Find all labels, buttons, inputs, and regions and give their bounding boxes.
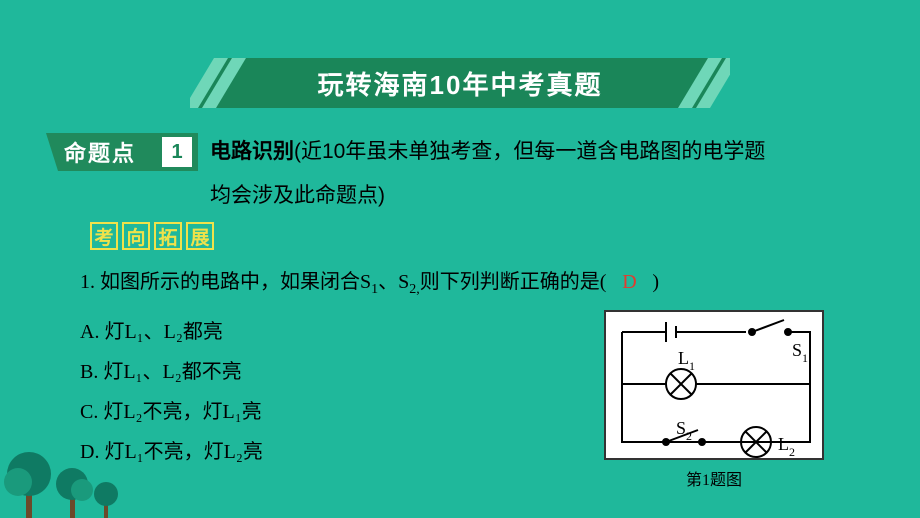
- stem-c: 则下列判断正确的是(: [420, 271, 607, 293]
- figure: L1 S1 S2 L2 第1题图: [604, 310, 824, 490]
- question-stem: 1. 如图所示的电路中，如果闭合S1、S2,则下列判断正确的是( D ): [80, 262, 860, 310]
- banner-title: 玩转海南10年中考真题: [190, 58, 730, 108]
- svg-text:S1: S1: [792, 340, 808, 365]
- topic-badge: 命题点 1: [46, 133, 198, 171]
- figure-caption: 第1题图: [604, 466, 824, 490]
- direction-char: 展: [186, 222, 214, 250]
- topic-row: 命题点 1 电路识别(近10年虽未单独考查，但每一道含电路图的电学题 均会涉及此…: [46, 133, 880, 215]
- direction-char: 拓: [154, 222, 182, 250]
- topic-badge-label: 命题点: [64, 133, 136, 171]
- svg-text:S2: S2: [676, 418, 692, 443]
- slide: 玩转海南10年中考真题 命题点 1 电路识别(近10年虽未单独考查，但每一道含电…: [0, 0, 920, 518]
- circuit-svg: L1 S1 S2 L2: [606, 312, 826, 462]
- topic-text: 电路识别(近10年虽未单独考查，但每一道含电路图的电学题 均会涉及此命题点): [210, 133, 765, 215]
- direction-label: 考向拓展: [90, 222, 214, 250]
- stem-d: ): [652, 271, 659, 293]
- topic-title-rest: (近10年虽未单独考查，但每一道含电路图的电学题: [294, 140, 765, 163]
- topic-title-line2: 均会涉及此命题点): [210, 177, 765, 215]
- stem-b: 、S: [378, 271, 409, 293]
- circuit-box: L1 S1 S2 L2: [604, 310, 824, 460]
- svg-text:L2: L2: [778, 434, 795, 459]
- stem-s2: 2,: [409, 282, 420, 297]
- topic-badge-number: 1: [162, 137, 192, 167]
- direction-char: 向: [122, 222, 150, 250]
- stem-a: 1. 如图所示的电路中，如果闭合S: [80, 271, 371, 293]
- title-banner: 玩转海南10年中考真题: [190, 58, 730, 108]
- answer-letter: D: [616, 262, 642, 302]
- direction-char: 考: [90, 222, 118, 250]
- topic-title-bold: 电路识别: [210, 140, 294, 163]
